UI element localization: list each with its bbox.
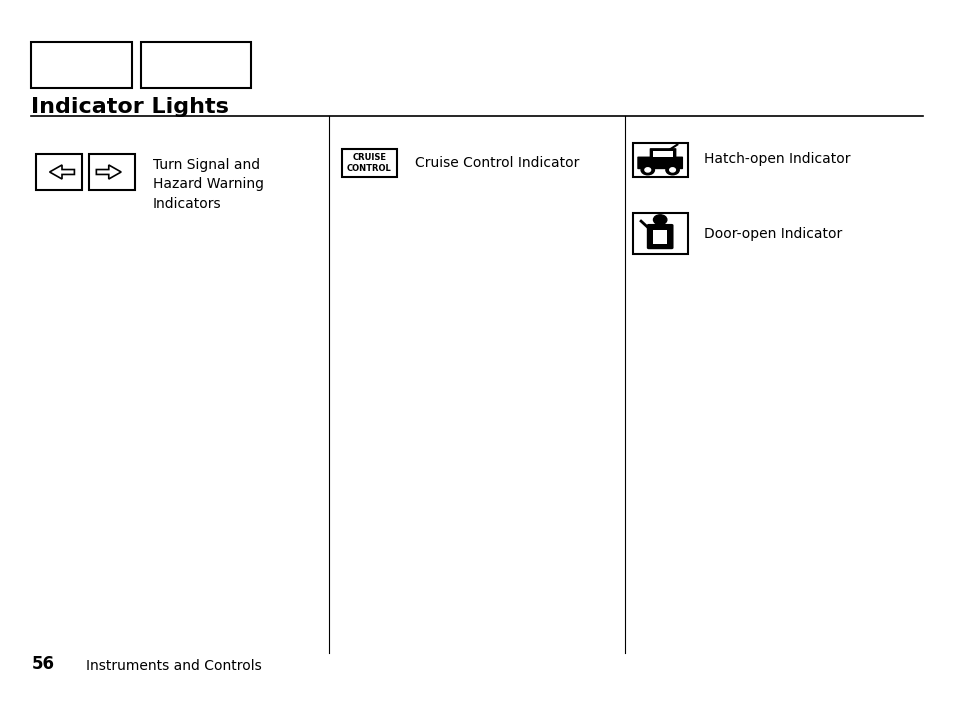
FancyBboxPatch shape — [632, 213, 687, 254]
FancyBboxPatch shape — [341, 149, 396, 177]
Text: 56: 56 — [31, 654, 54, 673]
FancyBboxPatch shape — [653, 151, 672, 157]
Circle shape — [644, 168, 650, 172]
FancyArrow shape — [96, 165, 121, 179]
Circle shape — [669, 168, 675, 172]
FancyBboxPatch shape — [637, 157, 682, 169]
FancyBboxPatch shape — [36, 154, 82, 190]
FancyBboxPatch shape — [653, 230, 666, 244]
Text: Hatch-open Indicator: Hatch-open Indicator — [703, 152, 850, 166]
FancyBboxPatch shape — [89, 154, 134, 190]
FancyBboxPatch shape — [646, 224, 673, 249]
FancyArrow shape — [50, 165, 74, 179]
Text: Turn Signal and
Hazard Warning
Indicators: Turn Signal and Hazard Warning Indicator… — [152, 158, 263, 211]
FancyBboxPatch shape — [632, 143, 687, 177]
FancyBboxPatch shape — [31, 42, 132, 88]
FancyBboxPatch shape — [141, 42, 251, 88]
Circle shape — [665, 165, 679, 175]
Circle shape — [653, 215, 666, 225]
Text: Indicator Lights: Indicator Lights — [31, 97, 229, 117]
Text: Door-open Indicator: Door-open Indicator — [703, 227, 841, 241]
FancyBboxPatch shape — [649, 148, 676, 159]
Circle shape — [640, 165, 654, 175]
Text: CRUISE
CONTROL: CRUISE CONTROL — [347, 153, 391, 173]
Text: Cruise Control Indicator: Cruise Control Indicator — [415, 156, 578, 170]
Text: Instruments and Controls: Instruments and Controls — [86, 658, 261, 673]
